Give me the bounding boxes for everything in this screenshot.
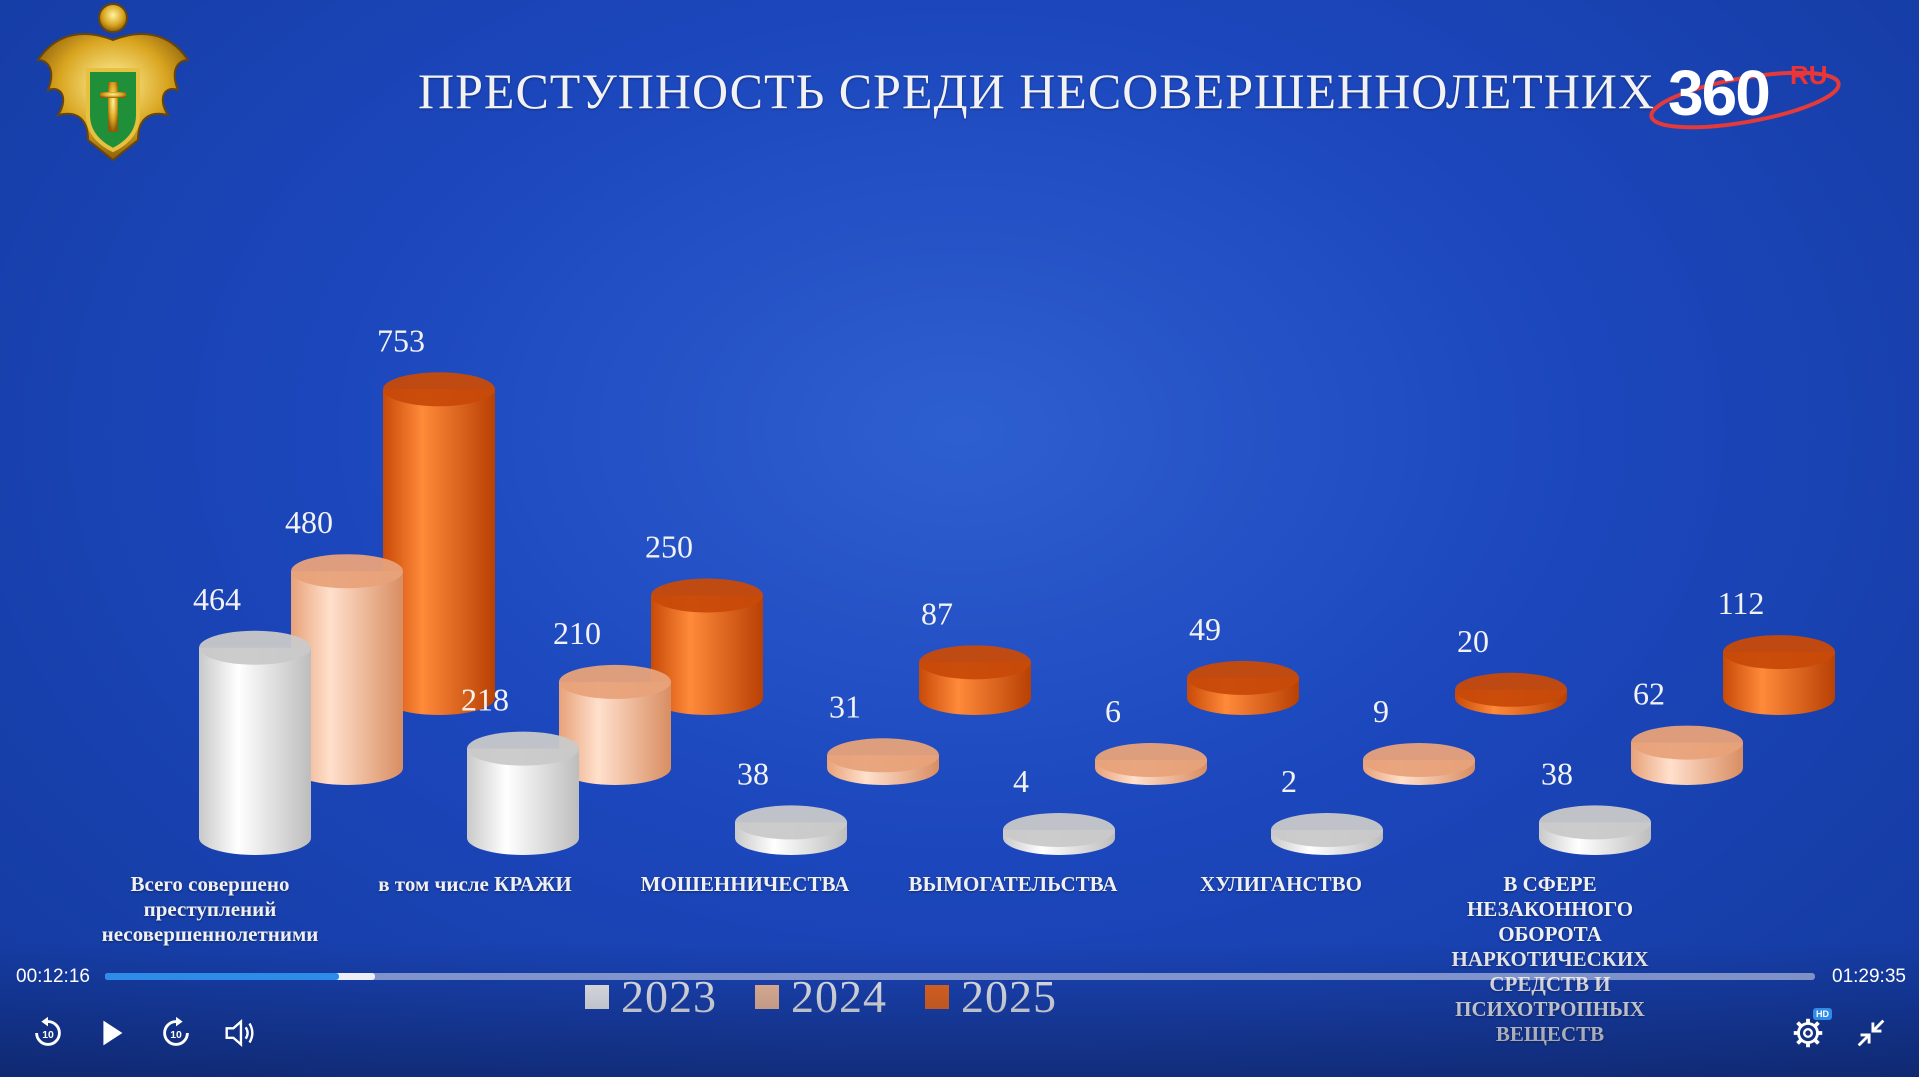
svg-text:10: 10	[42, 1030, 54, 1041]
legend-item-2025: 2025	[925, 970, 1057, 1023]
gear-icon	[1793, 1018, 1823, 1048]
legend-label: 2023	[621, 970, 717, 1023]
bar-2023-1	[467, 731, 579, 855]
bar-2024-5	[1631, 725, 1743, 785]
exit-fullscreen-button[interactable]	[1848, 1010, 1894, 1056]
category-label-fraud: МОШЕННИЧЕСТВА	[640, 872, 850, 896]
forward-10-icon: 10	[163, 1016, 189, 1046]
value-label-2023-1: 218	[461, 682, 509, 718]
value-label-2025-5: 112	[1718, 585, 1765, 621]
bar-2023-4	[1271, 813, 1383, 855]
value-label-2023-0: 464	[193, 581, 241, 617]
player-controls-shade	[0, 942, 1919, 1077]
bar-2025-2	[919, 645, 1031, 715]
logo-text: 360	[1668, 57, 1771, 129]
category-label-hooliganism: ХУЛИГАНСТВО	[1200, 872, 1362, 896]
bar-2024-4	[1363, 743, 1475, 785]
value-label-2024-3: 6	[1105, 693, 1121, 729]
slide-title: ПРЕСТУПНОСТЬ СРЕДИ НЕСОВЕРШЕННОЛЕТНИХ	[418, 63, 1656, 119]
value-label-2023-5: 38	[1541, 755, 1573, 791]
rewind-10-icon: 10	[35, 1016, 61, 1046]
bar-2025-5	[1723, 635, 1835, 715]
current-time: 00:12:16	[16, 966, 90, 987]
bar-2025-4	[1455, 672, 1567, 715]
value-label-2025-2: 87	[921, 595, 953, 631]
progress-bar[interactable]	[105, 973, 1815, 980]
chart-legend: 2023 2024 2025	[585, 970, 1057, 1023]
bar-2023-0	[199, 630, 311, 855]
channel-logo: 360 RU	[1640, 50, 1850, 140]
volume-button[interactable]	[217, 1010, 263, 1056]
settings-button[interactable]: HD	[1785, 1008, 1832, 1056]
bar-2023-2	[735, 805, 847, 855]
volume-icon	[225, 1018, 254, 1048]
category-label-total: Всего совершено преступлений несовершенн…	[101, 872, 319, 946]
bar-2025-3	[1187, 660, 1299, 715]
bar-2024-0	[291, 554, 403, 785]
value-label-2023-2: 38	[737, 755, 769, 791]
bar-2025-0	[383, 372, 495, 715]
legend-swatch	[755, 984, 779, 1009]
value-label-2025-3: 49	[1189, 611, 1221, 647]
value-label-2024-1: 210	[553, 615, 601, 651]
category-label-drugs: В СФЕРЕ НЕЗАКОННОГО ОБОРОТА НАРКОТИЧЕСКИ…	[1451, 872, 1648, 1046]
svg-text:10: 10	[170, 1030, 182, 1041]
legend-swatch	[925, 984, 949, 1009]
logo-suffix: RU	[1790, 60, 1828, 90]
bar-2025-1	[651, 578, 763, 715]
category-label-theft: в том числе КРАЖИ	[378, 872, 572, 896]
forward-10-button[interactable]: 10	[153, 1010, 199, 1056]
legend-item-2024: 2024	[755, 970, 887, 1023]
bar-2024-3	[1095, 743, 1207, 785]
value-label-2025-1: 250	[645, 529, 693, 565]
value-label-2024-2: 31	[829, 688, 861, 724]
bar-2023-5	[1539, 805, 1651, 855]
legend-swatch	[585, 984, 609, 1009]
value-label-2023-3: 4	[1013, 763, 1029, 799]
bar-2024-1	[559, 664, 671, 785]
exit-fullscreen-icon	[1857, 1019, 1885, 1047]
logo-swoosh-icon	[1649, 70, 1841, 130]
duration: 01:29:35	[1832, 966, 1906, 987]
category-label-extortion: ВЫМОГАТЕЛЬСТВА	[908, 872, 1118, 896]
legend-label: 2025	[961, 970, 1057, 1023]
legend-label: 2024	[791, 970, 887, 1023]
emblem-icon	[36, 3, 190, 162]
value-label-2023-4: 2	[1281, 763, 1297, 799]
value-label-2025-0: 753	[377, 322, 425, 358]
value-label-2024-4: 9	[1373, 693, 1389, 729]
bar-2024-2	[827, 738, 939, 785]
bar-2023-3	[1003, 813, 1115, 855]
progress-played	[105, 973, 340, 980]
play-icon	[103, 1020, 123, 1046]
hd-badge: HD	[1813, 1008, 1832, 1020]
value-label-2025-4: 20	[1457, 623, 1489, 659]
legend-item-2023: 2023	[585, 970, 717, 1023]
value-label-2024-0: 480	[285, 504, 333, 540]
play-button[interactable]	[88, 1010, 134, 1056]
value-label-2024-5: 62	[1633, 676, 1665, 712]
rewind-10-button[interactable]: 10	[25, 1010, 71, 1056]
